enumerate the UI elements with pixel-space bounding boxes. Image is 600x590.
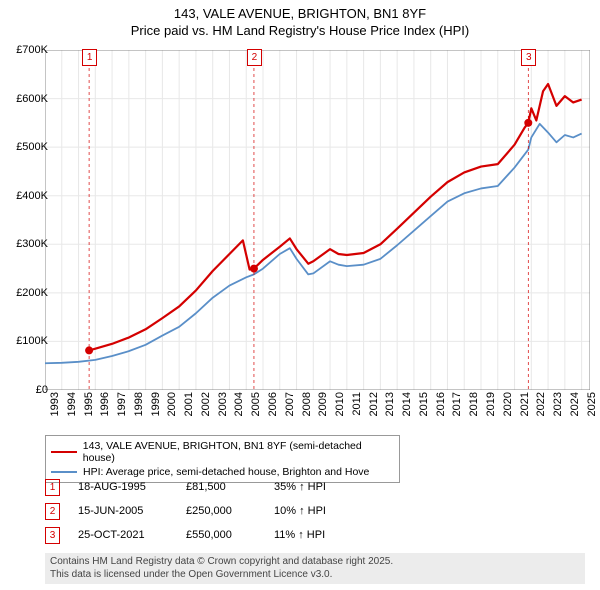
sale-row: 3 25-OCT-2021 £550,000 11% ↑ HPI <box>45 523 354 547</box>
sale-row-number-box: 3 <box>45 527 60 544</box>
x-tick-label: 2022 <box>535 392 547 428</box>
sale-row-number-box: 2 <box>45 503 60 520</box>
x-tick-label: 2000 <box>166 392 178 428</box>
y-tick-label: £0 <box>6 384 48 396</box>
legend-item: 143, VALE AVENUE, BRIGHTON, BN1 8YF (sem… <box>51 439 394 465</box>
x-tick-label: 2010 <box>334 392 346 428</box>
sale-marker-box-3: 3 <box>521 49 536 66</box>
y-tick-label: £600K <box>6 93 48 105</box>
sale-date: 25-OCT-2021 <box>78 529 168 541</box>
sale-row: 1 18-AUG-1995 £81,500 35% ↑ HPI <box>45 475 354 499</box>
sale-marker-box-2: 2 <box>247 49 262 66</box>
x-tick-label: 2009 <box>317 392 329 428</box>
x-tick-label: 1997 <box>116 392 128 428</box>
x-tick-label: 2002 <box>200 392 212 428</box>
y-tick-label: £700K <box>6 44 48 56</box>
x-tick-label: 2011 <box>351 392 363 428</box>
x-tick-label: 1994 <box>66 392 78 428</box>
x-tick-label: 1999 <box>150 392 162 428</box>
x-tick-label: 2013 <box>384 392 396 428</box>
sale-pct-vs-hpi: 11% ↑ HPI <box>274 529 354 541</box>
legend-swatch <box>51 471 77 473</box>
sales-table: 1 18-AUG-1995 £81,500 35% ↑ HPI 2 15-JUN-2005… <box>45 475 354 547</box>
credits-line-2: This data is licensed under the Open Gov… <box>50 569 580 582</box>
series-price_paid <box>89 84 582 350</box>
x-tick-label: 2005 <box>250 392 262 428</box>
y-tick-label: £100K <box>6 335 48 347</box>
y-tick-label: £200K <box>6 287 48 299</box>
x-tick-label: 2003 <box>217 392 229 428</box>
sale-date: 15-JUN-2005 <box>78 505 168 517</box>
x-tick-label: 2008 <box>301 392 313 428</box>
sale-row-number-box: 1 <box>45 479 60 496</box>
x-tick-label: 2015 <box>418 392 430 428</box>
title-line-2: Price paid vs. HM Land Registry's House … <box>0 23 600 40</box>
x-tick-label: 1995 <box>83 392 95 428</box>
credits-box: Contains HM Land Registry data © Crown c… <box>45 553 585 584</box>
y-tick-label: £300K <box>6 238 48 250</box>
x-tick-label: 2017 <box>451 392 463 428</box>
x-tick-label: 2004 <box>233 392 245 428</box>
sale-pct-vs-hpi: 35% ↑ HPI <box>274 481 354 493</box>
x-tick-label: 1993 <box>49 392 61 428</box>
legend-label: 143, VALE AVENUE, BRIGHTON, BN1 8YF (sem… <box>83 440 394 464</box>
chart-plot-area: 1 2 3 <box>45 50 590 390</box>
x-tick-label: 2001 <box>183 392 195 428</box>
x-tick-label: 2021 <box>519 392 531 428</box>
sale-date: 18-AUG-1995 <box>78 481 168 493</box>
x-tick-label: 2016 <box>435 392 447 428</box>
sale-marker-dot-2 <box>250 265 258 273</box>
sale-price: £250,000 <box>186 505 256 517</box>
y-tick-label: £400K <box>6 190 48 202</box>
x-tick-label: 2014 <box>401 392 413 428</box>
sale-price: £81,500 <box>186 481 256 493</box>
sale-row: 2 15-JUN-2005 £250,000 10% ↑ HPI <box>45 499 354 523</box>
sale-marker-box-1: 1 <box>82 49 97 66</box>
chart-container: 143, VALE AVENUE, BRIGHTON, BN1 8YF Pric… <box>0 0 600 590</box>
title-line-1: 143, VALE AVENUE, BRIGHTON, BN1 8YF <box>0 6 600 23</box>
sale-marker-dot-1 <box>85 346 93 354</box>
sale-marker-dot-3 <box>524 119 532 127</box>
y-tick-label: £500K <box>6 141 48 153</box>
x-tick-label: 1996 <box>99 392 111 428</box>
legend-swatch <box>51 451 77 453</box>
x-tick-label: 2023 <box>552 392 564 428</box>
x-tick-label: 1998 <box>133 392 145 428</box>
x-tick-label: 2025 <box>586 392 598 428</box>
x-tick-label: 2018 <box>468 392 480 428</box>
x-tick-label: 2012 <box>368 392 380 428</box>
sale-price: £550,000 <box>186 529 256 541</box>
x-tick-label: 2019 <box>485 392 497 428</box>
chart-svg <box>45 50 590 390</box>
chart-title: 143, VALE AVENUE, BRIGHTON, BN1 8YF Pric… <box>0 0 600 40</box>
x-tick-label: 2020 <box>502 392 514 428</box>
x-tick-label: 2024 <box>569 392 581 428</box>
credits-line-1: Contains HM Land Registry data © Crown c… <box>50 556 580 569</box>
x-tick-label: 2007 <box>284 392 296 428</box>
sale-pct-vs-hpi: 10% ↑ HPI <box>274 505 354 517</box>
x-tick-label: 2006 <box>267 392 279 428</box>
